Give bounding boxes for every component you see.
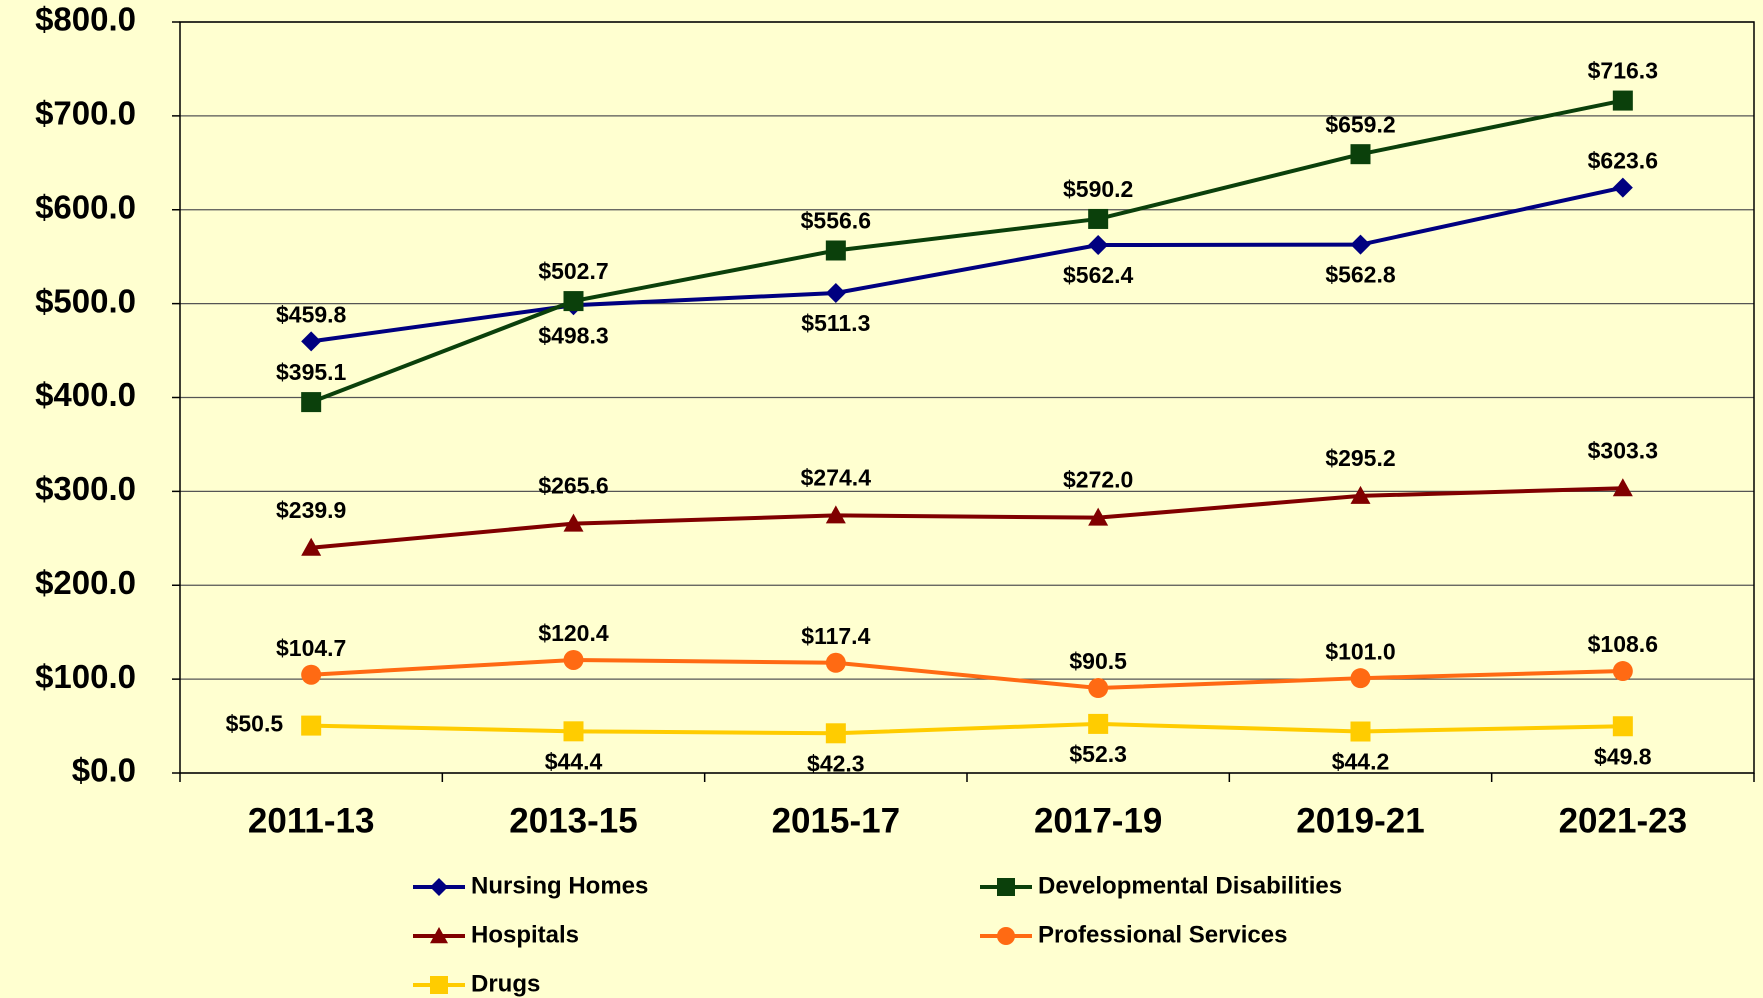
y-tick-label: $0.0: [72, 752, 136, 789]
marker: [1088, 235, 1109, 256]
series-line: [310, 486, 1623, 550]
data-label: $272.0: [1063, 467, 1133, 493]
marker: [1612, 90, 1633, 111]
data-label: $108.6: [1588, 631, 1658, 657]
data-label: $303.3: [1588, 437, 1658, 463]
x-tick-label: 2017-19: [1034, 801, 1162, 840]
marker: [301, 715, 322, 736]
data-label: $44.2: [1332, 749, 1390, 775]
marker: [825, 505, 846, 524]
marker: [1088, 678, 1109, 699]
marker: [1612, 661, 1633, 682]
data-label: $265.6: [538, 473, 608, 499]
series-line: [310, 98, 1624, 404]
marker: [563, 291, 584, 312]
marker: [301, 664, 322, 685]
y-tick-label: $100.0: [35, 658, 136, 695]
x-tick-label: 2015-17: [772, 801, 900, 840]
y-tick-label: $400.0: [35, 376, 136, 413]
marker: [1612, 478, 1633, 497]
data-label: $101.0: [1325, 638, 1395, 664]
data-label: $120.4: [538, 620, 609, 646]
marker: [1088, 507, 1109, 526]
marker: [1350, 144, 1371, 165]
y-tick-label: $600.0: [35, 188, 136, 225]
data-label: $104.7: [276, 635, 346, 661]
data-label: $239.9: [276, 497, 346, 523]
marker: [825, 652, 846, 673]
y-tick-label: $500.0: [35, 282, 136, 319]
data-label: $274.4: [801, 464, 872, 490]
marker: [1088, 713, 1109, 734]
data-label: $90.5: [1069, 648, 1127, 674]
data-label: $562.4: [1063, 262, 1134, 288]
data-label: $590.2: [1063, 176, 1133, 202]
series-line: [311, 721, 1623, 736]
data-label: $498.3: [538, 322, 608, 348]
data-label: $623.6: [1588, 148, 1658, 174]
y-tick-label: $800.0: [35, 1, 136, 38]
y-tick-label: $300.0: [35, 470, 136, 507]
marker: [1612, 716, 1633, 737]
data-label: $511.3: [801, 310, 870, 336]
marker: [1350, 234, 1371, 255]
data-label: $44.4: [545, 748, 603, 774]
marker: [563, 721, 584, 742]
data-label: $50.5: [226, 711, 284, 737]
data-label: $42.3: [807, 750, 865, 776]
marker: [997, 927, 1015, 945]
marker: [997, 878, 1015, 896]
marker: [825, 723, 846, 744]
data-label: $295.2: [1325, 445, 1395, 471]
x-tick-label: 2011-13: [248, 801, 375, 840]
marker: [1350, 485, 1371, 504]
marker: [1350, 668, 1371, 689]
marker: [1612, 177, 1633, 198]
marker: [825, 283, 846, 304]
legend-label: Nursing Homes: [471, 872, 648, 899]
data-label: $659.2: [1325, 111, 1395, 137]
marker: [1350, 721, 1371, 742]
legend-label: Professional Services: [1038, 921, 1287, 948]
marker: [430, 927, 448, 944]
marker: [430, 976, 448, 994]
marker: [301, 537, 322, 556]
marker: [1088, 208, 1109, 229]
series-line: [310, 185, 1624, 344]
data-label: $395.1: [276, 359, 347, 385]
data-label: $117.4: [801, 623, 870, 649]
x-tick-label: 2013-15: [509, 801, 637, 840]
data-label: $716.3: [1588, 58, 1658, 84]
data-label: $556.6: [801, 208, 871, 234]
marker: [563, 649, 584, 670]
marker: [301, 392, 322, 413]
legend-label: Developmental Disabilities: [1038, 872, 1342, 899]
data-label: $49.8: [1594, 743, 1652, 769]
data-label: $52.3: [1069, 741, 1127, 767]
y-tick-label: $200.0: [35, 564, 136, 601]
legend-label: Drugs: [471, 970, 540, 997]
y-tick-label: $700.0: [35, 95, 136, 132]
marker: [825, 240, 846, 261]
series-line: [311, 657, 1623, 691]
marker: [563, 513, 584, 532]
data-label: $502.7: [538, 258, 608, 284]
x-tick-label: 2019-21: [1296, 801, 1424, 840]
data-label: $459.8: [276, 301, 347, 327]
data-label: $562.8: [1325, 262, 1396, 288]
marker: [301, 331, 322, 352]
legend-label: Hospitals: [471, 921, 579, 948]
x-tick-label: 2021-23: [1559, 801, 1687, 840]
marker: [430, 878, 448, 896]
